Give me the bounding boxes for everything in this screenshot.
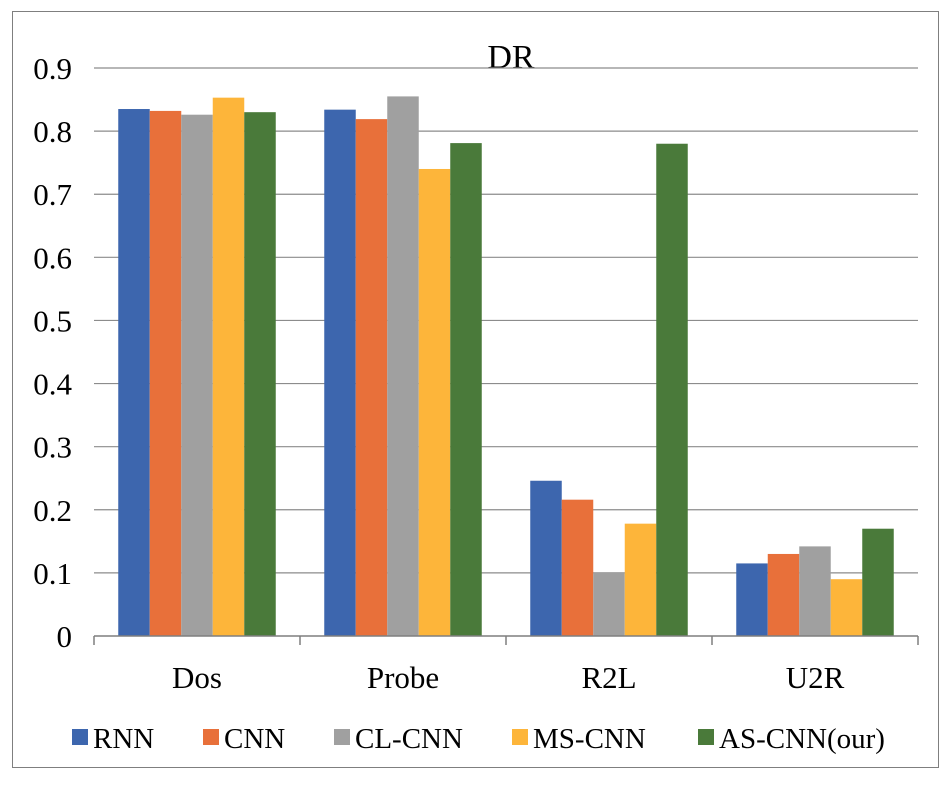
x-axis: Dos Probe R2L U2R — [93, 635, 919, 695]
legend-swatch — [512, 729, 528, 745]
bar-as-cnn-our--dos — [244, 112, 276, 636]
bar-cnn-dos — [149, 110, 182, 637]
bar-as-cnn-our--u2r — [862, 528, 894, 636]
bar-cl-cnn-probe — [387, 96, 419, 636]
bar-rnn-r2l — [530, 480, 562, 636]
y-tick-label: 0.5 — [33, 303, 72, 338]
legend-label: MS-CNN — [533, 723, 646, 755]
bar-cnn-probe — [355, 119, 388, 637]
y-tick-label: 0.6 — [33, 240, 72, 275]
bar-ms-cnn-probe — [418, 168, 451, 636]
bar-ms-cnn-u2r — [830, 579, 863, 636]
y-tick-label: 0.2 — [33, 493, 72, 528]
legend-swatch — [203, 729, 219, 745]
bar-ms-cnn-r2l — [624, 523, 657, 636]
bar-cl-cnn-u2r — [799, 546, 831, 636]
legend-swatch — [334, 729, 350, 745]
legend-label: CL-CNN — [355, 723, 463, 755]
bar-cl-cnn-r2l — [593, 572, 625, 636]
y-tick-label: 0.7 — [33, 177, 72, 212]
bar-rnn-dos — [118, 109, 150, 637]
legend: RNN CNN CL-CNN MS-CNN AS-CNN(our) — [72, 723, 885, 755]
y-tick-label: 0.9 — [33, 51, 72, 86]
bar-ms-cnn-dos — [212, 97, 245, 636]
x-tick-label: Dos — [172, 660, 222, 695]
y-tick-label: 0.8 — [33, 114, 72, 149]
y-tick-label: 0 — [57, 619, 73, 654]
bar-rnn-u2r — [736, 563, 768, 636]
chart-title: DR — [487, 39, 535, 76]
bar-as-cnn-our--probe — [450, 143, 482, 636]
legend-label: CNN — [224, 723, 285, 755]
y-axis-ticks: 0 0.1 0.2 0.3 0.4 0.5 0.6 0.7 0.8 0.9 — [33, 51, 72, 654]
y-tick-label: 0.3 — [33, 430, 72, 465]
legend-swatch — [72, 729, 88, 745]
legend-swatch — [698, 729, 714, 745]
x-tick-label: Probe — [367, 660, 439, 695]
bar-cnn-r2l — [561, 499, 594, 636]
bar-cnn-u2r — [767, 553, 800, 636]
bar-cl-cnn-dos — [181, 114, 213, 637]
x-tick-label: R2L — [581, 660, 636, 695]
y-tick-label: 0.4 — [33, 367, 72, 402]
legend-label: RNN — [93, 723, 154, 755]
y-tick-label: 0.1 — [33, 556, 72, 591]
bars — [118, 96, 894, 637]
bar-as-cnn-our--r2l — [656, 143, 688, 636]
legend-label: AS-CNN(our) — [719, 723, 885, 755]
bar-rnn-probe — [324, 109, 356, 637]
x-tick-label: U2R — [786, 660, 845, 695]
